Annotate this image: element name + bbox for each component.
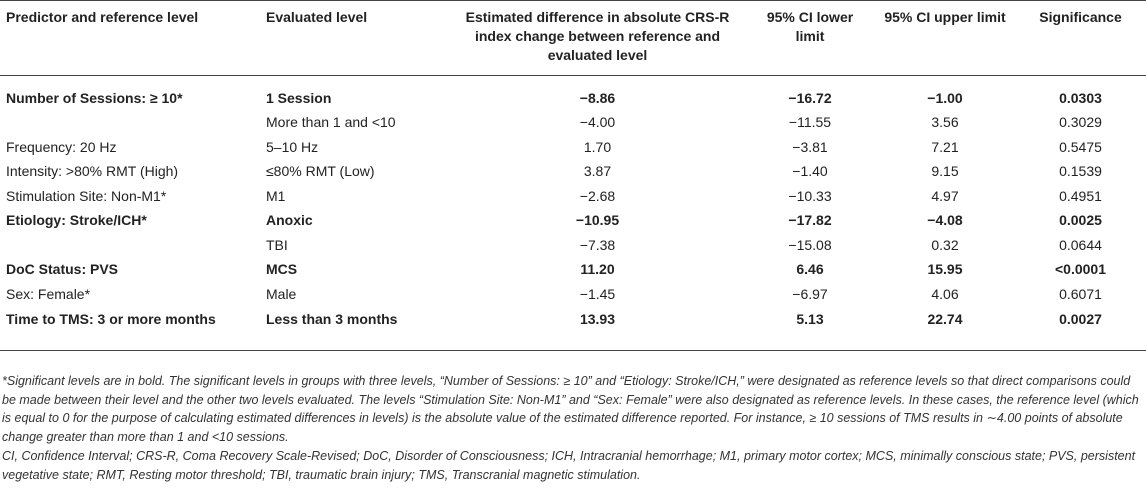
cell-significance: 0.3029 <box>1059 114 1102 131</box>
cell-estimate: 11.20 <box>580 261 615 278</box>
cell-ci-upper: 22.74 <box>927 310 963 327</box>
table-row: Intensity: >80% RMT (High) ≤80% RMT (Low)… <box>0 160 1146 185</box>
cell-estimate: −10.95 <box>575 212 620 229</box>
cell-ci-upper: −1.00 <box>927 89 963 106</box>
cell-predictor: Time to TMS: 3 or more months <box>6 310 216 327</box>
cell-significance: 0.1539 <box>1059 163 1102 180</box>
cell-ci-lower: −11.55 <box>788 114 832 131</box>
table-row: DoC Status: PVS MCS 11.20 6.46 15.95 <0.0001 <box>0 258 1146 283</box>
header-evaluated: Evaluated level <box>266 9 368 25</box>
cell-predictor <box>0 111 260 136</box>
cell-predictor <box>0 233 260 258</box>
header-predictor: Predictor and reference level <box>6 9 199 25</box>
cell-ci-upper: 9.15 <box>931 163 959 180</box>
cell-estimate: −4.00 <box>579 114 616 131</box>
cell-evaluated: 1 Session <box>266 89 332 106</box>
cell-predictor: Intensity: >80% RMT (High) <box>6 163 179 180</box>
cell-significance: 0.4951 <box>1059 187 1102 204</box>
cell-significance: 0.5475 <box>1059 138 1102 155</box>
cell-ci-lower: −17.82 <box>788 212 832 229</box>
table-row: TBI −7.38 −15.08 0.32 0.0644 <box>0 233 1146 258</box>
cell-predictor: Frequency: 20 Hz <box>6 138 117 155</box>
cell-predictor: Sex: Female* <box>6 285 91 302</box>
cell-estimate: 1.70 <box>583 138 612 155</box>
cell-estimate: 3.87 <box>583 163 612 180</box>
cell-ci-lower: 6.46 <box>796 261 824 278</box>
table-row: Frequency: 20 Hz 5–10 Hz 1.70 −3.81 7.21 0.54… <box>0 135 1146 160</box>
header-ci-upper: 95% CI upper limit <box>884 9 1006 25</box>
cell-evaluated: M1 <box>266 187 286 204</box>
cell-ci-upper: 4.06 <box>931 285 959 302</box>
cell-significance: 0.0644 <box>1059 236 1102 253</box>
cell-significance: <0.0001 <box>1055 261 1106 278</box>
cell-evaluated: MCS <box>266 261 298 278</box>
cell-estimate: −8.86 <box>579 89 616 106</box>
cell-predictor: DoC Status: PVS <box>6 261 119 278</box>
cell-evaluated: More than 1 and <10 <box>266 114 396 131</box>
cell-evaluated: TBI <box>266 236 288 253</box>
results-table: Predictor and reference level Evaluated … <box>0 0 1146 350</box>
table-row: Time to TMS: 3 or more months Less than 3… <box>0 307 1146 350</box>
cell-estimate: −2.68 <box>579 187 616 204</box>
cell-ci-lower: −3.81 <box>792 138 828 155</box>
cell-predictor: Stimulation Site: Non-M1* <box>6 187 167 204</box>
cell-predictor: Etiology: Stroke/ICH* <box>6 212 147 229</box>
cell-evaluated: 5–10 Hz <box>266 138 319 155</box>
header-significance: Significance <box>1039 9 1122 25</box>
header-ci-lower: 95% CI lower limit <box>766 9 854 44</box>
table-row: Sex: Female* Male −1.45 −6.97 4.06 0.6071 <box>0 282 1146 307</box>
cell-evaluated: Less than 3 months <box>266 310 398 327</box>
cell-evaluated: Anoxic <box>266 212 313 229</box>
cell-ci-upper: 0.32 <box>931 236 959 253</box>
cell-ci-upper: −4.08 <box>927 212 963 229</box>
cell-ci-lower: −10.33 <box>788 187 832 204</box>
cell-significance: 0.0025 <box>1059 212 1102 229</box>
table-row: More than 1 and <10 −4.00 −11.55 3.56 0.3029 <box>0 111 1146 136</box>
abbreviations: CI, Confidence Interval; CRS-R, Coma Rec… <box>2 449 1136 482</box>
cell-evaluated: ≤80% RMT (Low) <box>266 163 375 180</box>
footnote: *Significant levels are in bold. The sig… <box>2 374 1139 444</box>
cell-significance: 0.6071 <box>1059 285 1102 302</box>
cell-estimate: −1.45 <box>579 285 616 302</box>
cell-significance: 0.0303 <box>1059 89 1102 106</box>
cell-ci-upper: 15.95 <box>927 261 963 278</box>
table-body: Number of Sessions: ≥ 10* 1 Session −8.86 −… <box>0 76 1146 350</box>
cell-ci-lower: −15.08 <box>788 236 832 253</box>
cell-estimate: 13.93 <box>579 310 616 327</box>
cell-estimate: −7.38 <box>579 236 616 253</box>
cell-ci-upper: 3.56 <box>931 114 959 131</box>
cell-ci-lower: −1.40 <box>792 163 828 180</box>
cell-significance: 0.0027 <box>1059 310 1102 327</box>
cell-ci-lower: 5.13 <box>796 310 824 327</box>
cell-evaluated: Male <box>266 285 297 302</box>
table-row: Number of Sessions: ≥ 10* 1 Session −8.86 −… <box>0 76 1146 111</box>
table-header: Predictor and reference level Evaluated … <box>0 0 1146 76</box>
cell-ci-lower: −6.97 <box>792 285 828 302</box>
header-estimate: Estimated difference in absolute CRS-R i… <box>465 9 730 63</box>
table-row: Stimulation Site: Non-M1* M1 −2.68 −10.33 4.… <box>0 184 1146 209</box>
table-row: Etiology: Stroke/ICH* Anoxic −10.95 −17.82 −… <box>0 209 1146 234</box>
cell-predictor: Number of Sessions: ≥ 10* <box>6 89 183 106</box>
cell-ci-upper: 7.21 <box>931 138 959 155</box>
cell-ci-lower: −16.72 <box>788 89 832 106</box>
cell-ci-upper: 4.97 <box>931 187 959 204</box>
table-notes: *Significant levels are in bold. The sig… <box>2 372 1142 484</box>
